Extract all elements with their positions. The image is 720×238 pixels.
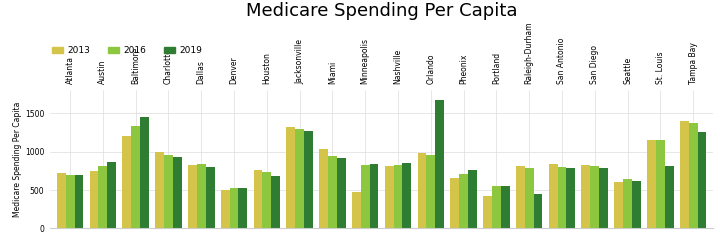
Bar (450, 178, 459, 228)
Bar (632, 181, 641, 228)
Bar (647, 139, 656, 228)
Bar (131, 126, 140, 228)
Bar (492, 186, 501, 228)
Bar (582, 165, 590, 228)
Bar (164, 155, 173, 228)
Bar (567, 168, 575, 228)
Bar (173, 157, 181, 228)
Bar (66, 175, 74, 228)
Bar (319, 149, 328, 228)
Bar (74, 175, 84, 228)
Bar (468, 170, 477, 228)
Bar (525, 168, 534, 228)
Bar (384, 166, 394, 228)
Bar (656, 140, 665, 228)
Bar (483, 195, 492, 228)
Bar (230, 188, 238, 228)
Bar (337, 158, 346, 228)
Bar (328, 156, 337, 228)
Bar (140, 117, 149, 228)
Bar (253, 170, 262, 228)
Bar (501, 186, 510, 228)
Bar (295, 129, 304, 228)
Bar (680, 121, 689, 228)
Bar (369, 164, 379, 228)
Bar (188, 165, 197, 228)
Bar (238, 188, 247, 228)
Bar (516, 166, 525, 228)
Bar (89, 171, 99, 228)
Bar (361, 165, 369, 228)
Bar (57, 173, 66, 228)
Bar (599, 168, 608, 228)
Bar (271, 176, 280, 228)
Legend: 2013, 2016, 2019: 2013, 2016, 2019 (48, 43, 207, 59)
Bar (107, 162, 116, 228)
Bar (402, 163, 411, 228)
Bar (156, 152, 164, 228)
Bar (426, 155, 435, 228)
Bar (394, 165, 402, 228)
Bar (206, 167, 215, 228)
Bar (689, 124, 698, 228)
Bar (534, 194, 542, 228)
Bar (287, 127, 295, 228)
Bar (557, 167, 567, 228)
Bar (221, 190, 230, 228)
Bar (590, 166, 599, 228)
Bar (665, 166, 674, 228)
Bar (435, 100, 444, 228)
Bar (459, 174, 468, 228)
Bar (623, 179, 632, 228)
Bar (197, 164, 206, 228)
Bar (262, 172, 271, 228)
Bar (99, 166, 107, 228)
Bar (304, 131, 313, 228)
Title: Medicare Spending Per Capita: Medicare Spending Per Capita (246, 2, 518, 20)
Y-axis label: Medicare Spending Per Capita: Medicare Spending Per Capita (13, 102, 22, 217)
Bar (122, 136, 131, 228)
Bar (549, 164, 557, 228)
Bar (352, 193, 361, 228)
Bar (614, 182, 623, 228)
Bar (418, 153, 426, 228)
Bar (698, 132, 706, 228)
